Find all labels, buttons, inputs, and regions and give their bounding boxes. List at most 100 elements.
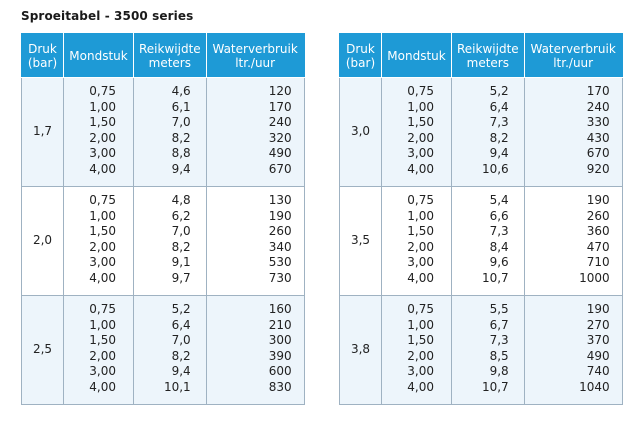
header-reikwijdte: Reikwijdte meters	[133, 33, 207, 78]
mondstuk-value: 0,75	[89, 193, 116, 207]
reikwijdte-value: 9,4	[171, 161, 191, 176]
mondstuk-value: 2,00	[407, 348, 434, 363]
header-mondstuk: Mondstuk	[381, 33, 452, 78]
reikwijdte-value: 7,3	[489, 115, 509, 130]
waterverbruik-value: 490	[268, 146, 292, 161]
reikwijdte-value: 4,8	[171, 193, 191, 207]
mondstuk-value: 2,00	[89, 239, 116, 254]
mondstuk-value: 2,00	[407, 130, 434, 145]
table-header-row: Druk (bar) Mondstuk Reikwijdte meters Wate…	[339, 33, 623, 78]
reikwijdte-value: 6,4	[489, 99, 509, 114]
reikwijdte-value: 9,8	[489, 364, 509, 379]
reikwijdte-value: 7,0	[171, 224, 191, 239]
waterverbruik-value: 430	[586, 130, 610, 145]
mondstuk-value: 4,00	[89, 379, 116, 394]
waterverbruik-value: 530	[268, 255, 292, 270]
druk-cell: 1,7	[21, 77, 64, 187]
waterverbruik-value: 710	[586, 255, 610, 270]
druk-cell: 3,0	[339, 77, 382, 187]
header-water-line1: Waterverbruik	[212, 41, 298, 56]
mondstuk-value: 3,00	[407, 364, 434, 379]
waterverbruik-value: 670	[586, 146, 610, 161]
mondstuk-value: 4,00	[407, 379, 434, 394]
waterverbruik-value: 340	[268, 239, 292, 254]
header-reik-line2: meters	[148, 55, 191, 70]
reikwijdte-value: 9,4	[489, 146, 509, 161]
table-body: 1,7 0,75 1,00 1,50 2,00 3,00 4,00 4,6 6,1 7,0 8,2 8…	[21, 77, 305, 405]
reikwijdte-value: 7,3	[489, 333, 509, 348]
table-row: 2,0 0,75 1,00 1,50 2,00 3,00 4,00 4,8 6,2 7,0 8,2 9…	[21, 186, 305, 296]
reikwijdte-value: 5,5	[489, 302, 509, 316]
reikwijdte-value: 6,1	[171, 99, 191, 114]
reikwijdte-value: 7,3	[489, 224, 509, 239]
header-water-line1: Waterverbruik	[530, 41, 616, 56]
waterverbruik-value: 120	[268, 84, 292, 98]
mondstuk-value: 3,00	[407, 146, 434, 161]
header-waterverbruik: Waterverbruik ltr./uur	[205, 33, 305, 78]
mondstuk-value: 4,00	[407, 270, 434, 285]
waterverbruik-value: 210	[268, 317, 292, 332]
mondstuk-value: 1,00	[407, 208, 434, 223]
header-druk-line2: (bar)	[27, 55, 58, 70]
mondstuk-value: 3,00	[89, 364, 116, 379]
mondstuk-value: 1,00	[407, 317, 434, 332]
waterverbruik-value: 240	[268, 115, 292, 130]
reikwijdte-value: 6,7	[489, 317, 509, 332]
header-waterverbruik: Waterverbruik ltr./uur	[523, 33, 623, 78]
waterverbruik-value: 190	[586, 193, 610, 207]
druk-cell: 2,5	[21, 295, 64, 405]
spray-table-left: Druk (bar) Mondstuk Reikwijdte meters Wate…	[21, 33, 305, 405]
header-druk: Druk (bar)	[21, 33, 64, 78]
waterverbruik-value: 600	[268, 364, 292, 379]
reikwijdte-cell: 4,6 6,1 7,0 8,2 8,8 9,4	[133, 77, 207, 187]
mondstuk-value: 1,50	[407, 333, 434, 348]
reikwijdte-value: 5,2	[489, 84, 509, 98]
reikwijdte-value: 10,7	[481, 270, 509, 285]
header-reik-line1: Reikwijdte	[457, 41, 519, 56]
waterverbruik-value: 240	[586, 99, 610, 114]
mondstuk-value: 4,00	[407, 161, 434, 176]
mondstuk-cell: 0,75 1,00 1,50 2,00 3,00 4,00	[63, 186, 134, 296]
reikwijdte-value: 10,6	[481, 161, 509, 176]
table-body: 3,0 0,75 1,00 1,50 2,00 3,00 4,00 5,2 6,4 7,3 8,2 9…	[339, 77, 623, 405]
waterverbruik-value: 330	[586, 115, 610, 130]
mondstuk-value: 0,75	[407, 193, 434, 207]
mondstuk-cell: 0,75 1,00 1,50 2,00 3,00 4,00	[381, 186, 452, 296]
druk-cell: 3,5	[339, 186, 382, 296]
header-druk-line1: Druk	[346, 41, 375, 56]
mondstuk-cell: 0,75 1,00 1,50 2,00 3,00 4,00	[381, 77, 452, 187]
reikwijdte-value: 5,2	[171, 302, 191, 316]
waterverbruik-value: 670	[268, 161, 292, 176]
druk-cell: 2,0	[21, 186, 64, 296]
mondstuk-value: 3,00	[89, 146, 116, 161]
reikwijdte-value: 4,6	[171, 84, 191, 98]
waterverbruik-value: 390	[268, 348, 292, 363]
waterverbruik-value: 470	[586, 239, 610, 254]
header-mondstuk: Mondstuk	[63, 33, 134, 78]
reikwijdte-value: 8,2	[171, 239, 191, 254]
waterverbruik-value: 170	[268, 99, 292, 114]
reikwijdte-value: 9,7	[171, 270, 191, 285]
mondstuk-value: 4,00	[89, 270, 116, 285]
mondstuk-value: 1,50	[89, 115, 116, 130]
waterverbruik-value: 740	[586, 364, 610, 379]
mondstuk-value: 1,00	[89, 317, 116, 332]
reikwijdte-value: 6,6	[489, 208, 509, 223]
waterverbruik-value: 300	[268, 333, 292, 348]
mondstuk-cell: 0,75 1,00 1,50 2,00 3,00 4,00	[381, 295, 452, 405]
mondstuk-cell: 0,75 1,00 1,50 2,00 3,00 4,00	[63, 295, 134, 405]
header-druk-line1: Druk	[28, 41, 57, 56]
reikwijdte-value: 8,2	[171, 130, 191, 145]
waterverbruik-value: 190	[586, 302, 610, 316]
header-reikwijdte: Reikwijdte meters	[451, 33, 525, 78]
waterverbruik-value: 130	[268, 193, 292, 207]
waterverbruik-cell: 120 170 240 320 490 670	[205, 77, 305, 187]
table-row: 3,8 0,75 1,00 1,50 2,00 3,00 4,00 5,5 6,7 7,3 8,5 9…	[339, 295, 623, 405]
mondstuk-value: 1,50	[407, 224, 434, 239]
waterverbruik-value: 1040	[579, 379, 610, 394]
waterverbruik-value: 270	[586, 317, 610, 332]
mondstuk-value: 0,75	[89, 302, 116, 316]
mondstuk-value: 1,00	[89, 99, 116, 114]
reikwijdte-value: 9,4	[171, 364, 191, 379]
mondstuk-value: 2,00	[407, 239, 434, 254]
